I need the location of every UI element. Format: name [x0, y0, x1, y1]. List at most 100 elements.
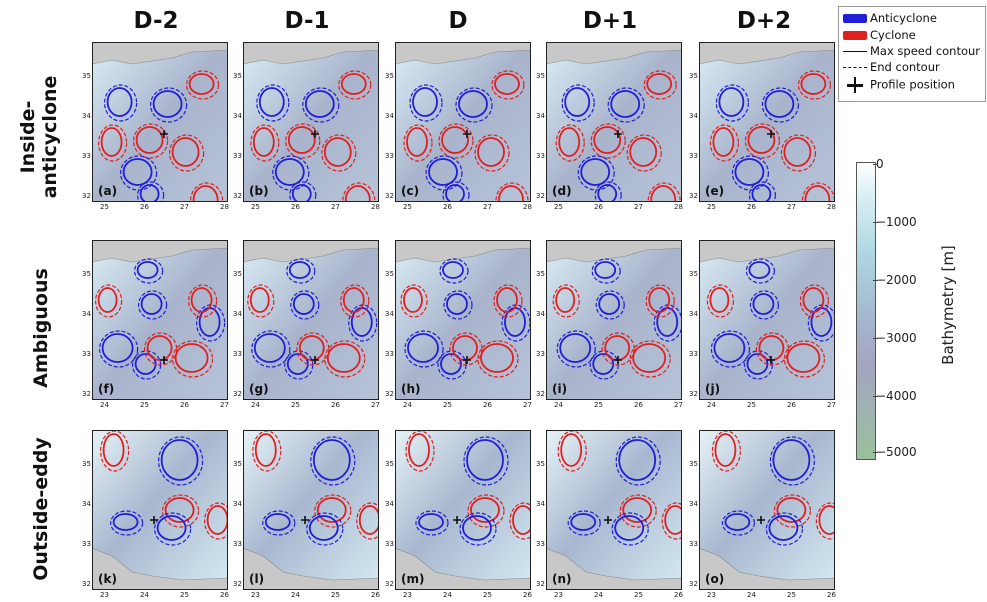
column-title-d-minus-1: D-1 — [284, 8, 330, 34]
longitude-tick-label: 24 — [140, 591, 149, 599]
latitude-tick-label: 33 — [689, 540, 698, 548]
cyclone-max-speed-contour — [146, 335, 173, 361]
profile-position-marker — [160, 356, 168, 364]
cyclone-max-speed-contour — [786, 343, 821, 373]
column-title-d: D — [448, 8, 468, 34]
longitude-tick-label: 24 — [707, 401, 716, 409]
latitude-tick-label: 32 — [385, 192, 394, 200]
map-svg — [395, 42, 531, 202]
panel-label: (d) — [552, 184, 572, 198]
land-mass — [546, 547, 682, 590]
anticyclone-max-speed-contour — [106, 87, 133, 117]
ocean-background — [395, 42, 531, 202]
anticyclone-end-contour — [306, 512, 344, 546]
latitude-tick-label: 34 — [233, 310, 242, 318]
anticyclone-end-contour — [99, 330, 139, 368]
cyclone-end-contour — [449, 332, 483, 366]
map-frame — [243, 240, 379, 400]
longitude-tick-label: 26 — [371, 591, 380, 599]
colorbar-tick: −1000 — [873, 215, 917, 229]
panel-label: (h) — [401, 382, 421, 396]
cyclone-max-speed-contour — [408, 433, 430, 467]
map-frame — [546, 430, 682, 590]
legend-item-max-speed: Max speed contour — [843, 44, 980, 58]
map-panel — [92, 430, 228, 590]
cyclone-max-speed-contour — [470, 497, 500, 523]
anticyclone-swatch — [843, 14, 867, 23]
map-panel — [92, 42, 228, 202]
longitude-tick-label: 26 — [634, 401, 643, 409]
anticyclone-max-speed-contour — [112, 513, 139, 531]
latitude-tick-label: 34 — [536, 310, 545, 318]
longitude-tick-label: 27 — [483, 203, 492, 211]
legend-label-max-speed: Max speed contour — [870, 44, 981, 58]
cyclone-max-speed-contour — [441, 126, 469, 154]
anticyclone-end-contour — [262, 510, 296, 536]
profile-position-marker — [311, 130, 319, 138]
longitude-tick-label: 28 — [220, 203, 229, 211]
cyclone-max-speed-contour — [802, 287, 825, 313]
colorbar-tick: 0 — [873, 157, 884, 171]
anticyclone-end-contour — [439, 258, 469, 284]
cyclone-end-contour — [474, 134, 510, 172]
land-mass — [92, 547, 228, 590]
longitude-tick-label: 24 — [443, 591, 452, 599]
anticyclone-end-contour — [715, 84, 750, 122]
longitude-tick-label: 26 — [787, 401, 796, 409]
legend-item-end-contour: End contour — [843, 60, 940, 74]
latitude-tick-label: 33 — [536, 540, 545, 548]
cyclone-end-contour — [185, 70, 220, 100]
longitude-tick-label: 26 — [443, 203, 452, 211]
anticyclone-max-speed-contour — [614, 515, 645, 541]
profile-position-marker — [160, 130, 168, 138]
anticyclone-end-contour — [749, 290, 780, 320]
anticyclone-max-speed-contour — [618, 439, 657, 481]
map-svg — [546, 240, 682, 400]
anticyclone-max-speed-contour — [122, 158, 153, 186]
latitude-tick-label: 34 — [536, 112, 545, 120]
cyclone-end-contour — [773, 494, 812, 528]
ocean-background — [92, 42, 228, 202]
anticyclone-max-speed-contour — [156, 515, 187, 541]
anticyclone-max-speed-contour — [764, 90, 795, 118]
panel-label: (c) — [401, 184, 420, 198]
anticyclone-end-contour — [415, 510, 449, 536]
anticyclone-max-speed-contour — [768, 515, 799, 541]
latitude-tick-label: 35 — [689, 460, 698, 468]
latitude-tick-label: 34 — [82, 310, 91, 318]
map-svg — [243, 430, 379, 590]
anticyclone-max-speed-contour — [752, 293, 775, 315]
cyclone-end-contour — [477, 340, 519, 378]
colorbar-tick: −2000 — [873, 273, 917, 287]
latitude-tick-label: 34 — [536, 500, 545, 508]
cyclone-end-contour — [314, 494, 352, 528]
map-panel — [243, 430, 379, 590]
map-svg — [699, 240, 835, 400]
profile-position-marker — [150, 516, 158, 524]
cyclone-max-speed-contour — [555, 287, 576, 313]
longitude-tick-label: 27 — [787, 203, 796, 211]
anticyclone-end-contour — [567, 510, 601, 536]
latitude-tick-label: 35 — [385, 72, 394, 80]
latitude-tick-label: 34 — [233, 500, 242, 508]
cyclone-swatch — [843, 31, 867, 40]
land-mass — [395, 547, 531, 590]
longitude-tick-label: 24 — [747, 591, 756, 599]
cyclone-max-speed-contour — [358, 505, 379, 535]
map-svg — [395, 430, 531, 590]
map-panel — [92, 240, 228, 400]
profile-position-marker — [453, 516, 461, 524]
anticyclone-max-speed-contour — [462, 515, 492, 541]
anticyclone-max-speed-contour — [466, 439, 504, 481]
map-frame — [699, 430, 835, 590]
anticyclone-max-speed-contour — [446, 293, 468, 315]
latitude-tick-label: 35 — [385, 270, 394, 278]
anticyclone-max-speed-contour — [734, 158, 765, 186]
latitude-tick-label: 34 — [233, 112, 242, 120]
anticyclone-max-speed-contour — [610, 90, 641, 118]
legend-label-end-contour: End contour — [870, 60, 940, 74]
longitude-tick-label: 26 — [747, 203, 756, 211]
anticyclone-max-speed-contour — [418, 513, 444, 531]
longitude-tick-label: 25 — [554, 203, 563, 211]
anticyclone-max-speed-contour — [140, 293, 163, 315]
